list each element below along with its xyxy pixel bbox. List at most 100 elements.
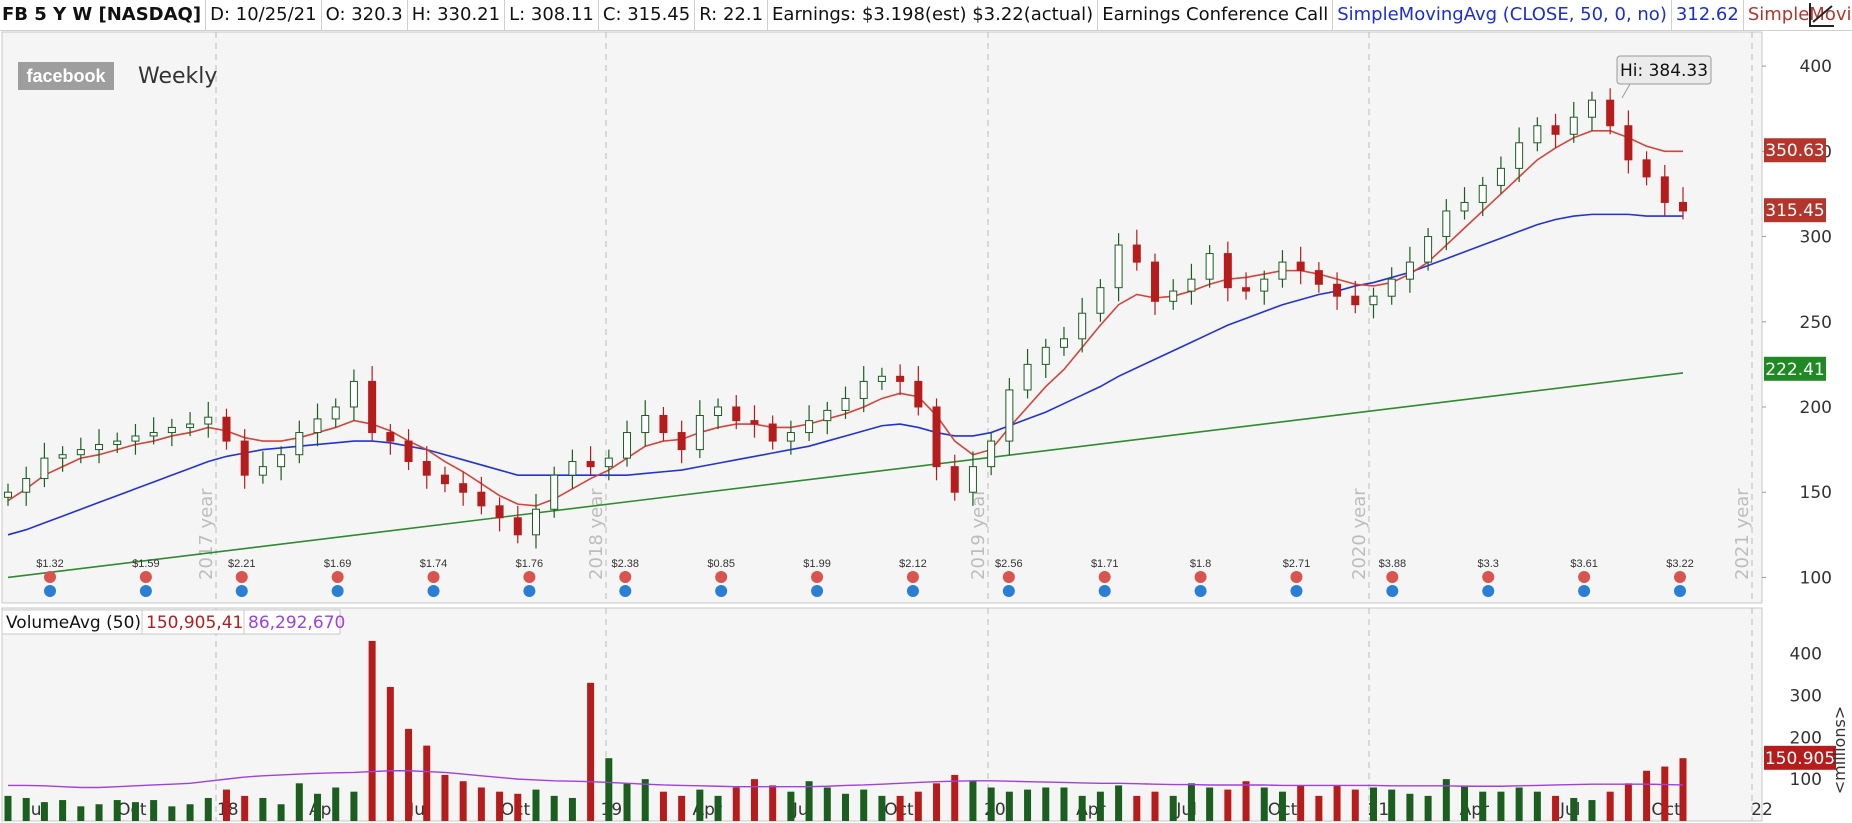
candle-body	[1369, 295, 1378, 306]
conference-call-icon[interactable]	[1578, 585, 1591, 597]
price-tag	[1764, 356, 1826, 381]
volume-bar	[769, 785, 777, 821]
volume-bar	[1552, 795, 1560, 821]
volume-tick-label: 400	[1790, 645, 1822, 665]
earnings-marker-icon[interactable]	[1386, 571, 1399, 583]
earnings-marker-icon[interactable]	[331, 571, 344, 583]
candle-body	[1333, 283, 1342, 297]
volume-bar	[623, 783, 631, 821]
conference-call-icon[interactable]	[1002, 585, 1015, 597]
earnings-marker-icon[interactable]	[1002, 571, 1015, 583]
volume-bar	[750, 779, 758, 821]
candle-body	[477, 491, 486, 507]
symbol-label: FB 5 Y W [NASDAQ]	[0, 0, 207, 30]
volume-bar	[314, 793, 322, 821]
volume-bar	[1388, 789, 1396, 821]
candle-body	[95, 443, 104, 451]
conference-call-icon[interactable]	[523, 585, 536, 597]
y-tick-label: 400	[1800, 57, 1832, 77]
earnings-marker-icon[interactable]	[1194, 571, 1207, 583]
hi-label-pointer	[1621, 83, 1631, 99]
hi-label-text: Hi: 384.33	[1620, 61, 1708, 81]
earnings-marker-icon[interactable]	[523, 571, 536, 583]
candle-body	[568, 461, 577, 476]
price-tag-text: 350.63	[1765, 141, 1824, 161]
earnings-marker-icon[interactable]	[139, 571, 152, 583]
earnings-marker-icon[interactable]	[906, 571, 919, 583]
candle-body	[950, 466, 959, 493]
earnings-label: Earnings: $3.198(est) $3.22(actual)	[768, 0, 1099, 30]
volume-bar	[1515, 787, 1523, 821]
conference-call-icon[interactable]	[44, 585, 56, 597]
volume-bar	[1224, 789, 1232, 821]
year-label: 2020 year	[1349, 488, 1370, 580]
conference-call-icon[interactable]	[1098, 585, 1111, 597]
sma-other-label[interactable]: SimpleMovingAvg ...	[1747, 4, 1852, 25]
earnings-label: $2.38	[612, 558, 640, 570]
volume-bar	[386, 687, 394, 821]
candle-body	[240, 440, 249, 476]
conference-call-icon[interactable]	[715, 585, 728, 597]
volume-bar	[860, 789, 868, 821]
volume-bar	[696, 789, 704, 821]
candle-body	[1114, 244, 1123, 289]
conference-call-icon[interactable]	[427, 585, 440, 597]
earnings-marker-icon[interactable]	[235, 571, 248, 583]
candle-body	[277, 454, 286, 468]
conference-call-label[interactable]: Earnings Conference Call	[1098, 0, 1334, 30]
earnings-label: $3.3	[1478, 558, 1499, 570]
earnings-marker-icon[interactable]	[427, 571, 440, 583]
volume-bar	[1570, 797, 1578, 821]
earnings-marker-icon[interactable]	[44, 571, 56, 583]
candle-body	[1078, 312, 1087, 340]
diagonal-line-icon	[1809, 3, 1834, 27]
volume-value1-box	[141, 609, 245, 635]
conference-call-icon[interactable]	[906, 585, 919, 597]
volume-tick-label: 100	[1790, 770, 1822, 790]
volume-bar	[987, 787, 995, 821]
volume-bar	[222, 789, 230, 821]
earnings-label: $1.59	[132, 558, 160, 570]
conference-call-icon[interactable]	[811, 585, 824, 597]
conference-call-icon[interactable]	[1194, 585, 1207, 597]
candle-body	[4, 491, 12, 498]
conference-call-icon[interactable]	[619, 585, 632, 597]
earnings-marker-icon[interactable]	[1482, 571, 1495, 583]
candle-body	[1205, 253, 1214, 280]
volume-bar	[1115, 785, 1123, 821]
conference-call-icon[interactable]	[1290, 585, 1303, 597]
conference-call-icon[interactable]	[1386, 585, 1399, 597]
earnings-marker-icon[interactable]	[1674, 571, 1686, 583]
earnings-marker-icon[interactable]	[619, 571, 632, 583]
candle-body	[76, 449, 85, 456]
volume-value2-box	[243, 609, 341, 635]
candle-body	[1515, 142, 1524, 169]
candle-body	[204, 416, 213, 425]
earnings-marker-icon[interactable]	[1578, 571, 1591, 583]
volume-bar	[4, 795, 12, 821]
volume-bar	[659, 791, 667, 821]
volume-bar	[805, 781, 813, 821]
sma50-label[interactable]: SimpleMovingAvg (CLOSE, 50, 0, no)	[1333, 0, 1672, 30]
conference-call-icon[interactable]	[139, 585, 152, 597]
earnings-marker-icon[interactable]	[715, 571, 728, 583]
earnings-marker-icon[interactable]	[1098, 571, 1111, 583]
candle-body	[1096, 287, 1105, 314]
earnings-label: $1.8	[1190, 558, 1211, 570]
candle-body	[186, 423, 195, 428]
conference-call-icon[interactable]	[235, 585, 248, 597]
candle-body	[1151, 261, 1160, 302]
conference-call-icon[interactable]	[1482, 585, 1495, 597]
earnings-marker-icon[interactable]	[1290, 571, 1303, 583]
candle-body	[513, 517, 522, 536]
volume-bar	[732, 787, 740, 821]
conference-call-icon[interactable]	[331, 585, 344, 597]
earnings-label: $1.99	[803, 558, 831, 570]
candle-body	[1169, 290, 1178, 302]
earnings-marker-icon[interactable]	[811, 571, 824, 583]
conference-call-icon[interactable]	[1674, 585, 1686, 597]
drawing-tool-icon[interactable]	[1802, 0, 1842, 30]
volume-header-box	[1, 609, 143, 635]
candle-body	[768, 423, 777, 442]
candle-body	[1223, 253, 1232, 289]
